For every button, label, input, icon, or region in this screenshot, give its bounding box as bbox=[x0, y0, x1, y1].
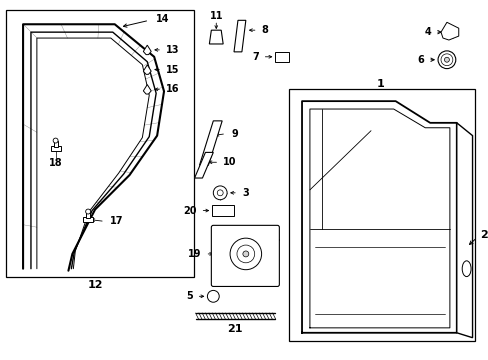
Circle shape bbox=[444, 57, 448, 62]
Circle shape bbox=[229, 238, 261, 270]
Text: 18: 18 bbox=[49, 158, 62, 168]
FancyBboxPatch shape bbox=[275, 52, 288, 62]
Bar bbox=[288, 89, 473, 341]
Text: 4: 4 bbox=[424, 27, 430, 37]
Polygon shape bbox=[143, 45, 151, 55]
Circle shape bbox=[437, 51, 455, 69]
Circle shape bbox=[217, 190, 223, 196]
Polygon shape bbox=[194, 152, 213, 178]
FancyBboxPatch shape bbox=[211, 225, 279, 287]
Text: 10: 10 bbox=[223, 157, 236, 167]
Circle shape bbox=[440, 54, 452, 66]
Bar bbox=[54, 140, 58, 148]
Bar bbox=[51, 147, 61, 152]
Bar bbox=[86, 212, 90, 219]
Circle shape bbox=[243, 251, 248, 257]
Bar bbox=[212, 204, 234, 216]
Text: 21: 21 bbox=[227, 324, 242, 334]
Text: 17: 17 bbox=[110, 216, 123, 226]
Polygon shape bbox=[143, 65, 151, 74]
Text: 20: 20 bbox=[183, 206, 196, 216]
Text: 1: 1 bbox=[376, 80, 384, 89]
Text: 19: 19 bbox=[187, 249, 201, 259]
Polygon shape bbox=[456, 123, 471, 338]
Circle shape bbox=[85, 209, 90, 214]
Bar bbox=[83, 217, 93, 222]
Text: 16: 16 bbox=[165, 84, 179, 94]
Text: 8: 8 bbox=[261, 25, 268, 35]
Text: 7: 7 bbox=[251, 52, 258, 62]
Text: 12: 12 bbox=[87, 280, 102, 291]
Circle shape bbox=[53, 138, 58, 143]
Bar bbox=[6, 10, 193, 276]
Text: 5: 5 bbox=[185, 291, 192, 301]
Text: 2: 2 bbox=[479, 230, 487, 240]
Circle shape bbox=[237, 245, 254, 263]
Text: 3: 3 bbox=[242, 188, 248, 198]
Text: 6: 6 bbox=[417, 55, 424, 65]
Polygon shape bbox=[234, 20, 245, 52]
Polygon shape bbox=[440, 22, 458, 40]
Text: 9: 9 bbox=[231, 129, 237, 139]
Polygon shape bbox=[143, 85, 151, 94]
Circle shape bbox=[213, 186, 226, 200]
Text: 13: 13 bbox=[165, 45, 179, 55]
Polygon shape bbox=[199, 121, 222, 165]
Text: 15: 15 bbox=[165, 64, 179, 75]
Ellipse shape bbox=[461, 261, 470, 276]
Text: 11: 11 bbox=[209, 12, 223, 21]
Circle shape bbox=[207, 291, 219, 302]
Text: 14: 14 bbox=[156, 14, 169, 24]
Polygon shape bbox=[209, 30, 223, 44]
